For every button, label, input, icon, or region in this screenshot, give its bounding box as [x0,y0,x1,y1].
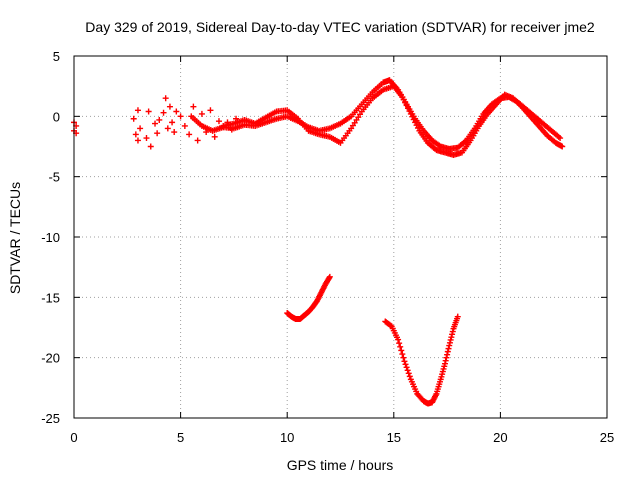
y-axis-label: SDTVAR / TECUs [7,182,23,294]
scatter-arc-low-2 [382,313,461,407]
data-point [145,108,152,115]
data-point [169,119,176,126]
scatter-cluster-early [71,95,240,150]
y-tick-label: -20 [41,351,60,366]
data-point [190,103,197,110]
data-point [445,345,452,352]
data-point [198,110,205,117]
data-point [137,125,144,132]
data-point [402,361,409,368]
data-point [403,364,410,371]
plot-border [73,55,608,419]
data-point [444,348,451,355]
data-point [398,347,405,354]
data-point [441,360,448,367]
data-point [399,351,406,358]
data-point [181,122,188,129]
x-tick-label: 15 [387,430,401,445]
data-point [177,113,184,120]
data-point [449,328,456,335]
data-point [143,135,150,142]
data-point [186,131,193,138]
data-point [164,125,171,132]
chart-title: Day 329 of 2019, Sidereal Day-to-day VTE… [85,19,595,35]
data-point [130,115,137,122]
data-point [404,367,411,374]
data-point [557,135,564,142]
scatter-trace-a [188,77,564,152]
data-point [326,275,333,282]
data-point [134,107,141,114]
data-point [448,334,455,341]
data-point [449,331,456,338]
data-point [405,370,412,377]
data-point [211,133,218,140]
data-point [326,273,333,280]
data-point [396,340,403,347]
data-point [173,108,180,115]
y-tick-label: 5 [53,49,60,64]
scatter-arc-low-1 [284,273,333,323]
data-point [443,354,450,361]
data-point [397,343,404,350]
x-tick-label: 25 [600,430,614,445]
x-axis-label: GPS time / hours [287,457,394,473]
data-point [156,116,163,123]
data-point [446,339,453,346]
data-point [134,137,141,144]
y-tick-label: -25 [41,411,60,426]
data-point [215,118,222,125]
data-point [147,143,154,150]
data-point [446,342,453,349]
data-point [444,351,451,358]
data-point [406,373,413,380]
y-tick-label: -10 [41,230,60,245]
data-point [166,103,173,110]
data-point [203,129,210,136]
data-point [194,137,201,144]
x-tick-label: 0 [70,430,77,445]
data-point [400,354,407,361]
x-tick-label: 5 [177,430,184,445]
scatter-trace-b [220,83,566,158]
data-point [152,120,159,127]
data-point [171,129,178,136]
plot-data [71,77,566,407]
data-point [207,107,214,114]
data-point [132,131,139,138]
y-tick-label: -5 [48,170,60,185]
data-point [454,313,461,320]
y-tick-label: -15 [41,290,60,305]
data-point [401,358,408,365]
x-tick-label: 10 [280,430,294,445]
data-point [162,95,169,102]
y-tick-label: 0 [53,109,60,124]
data-point [387,322,394,329]
data-point [154,130,161,137]
data-point [160,109,167,116]
data-point [395,336,402,343]
data-point [559,143,566,150]
grid [74,56,607,418]
x-tick-label: 20 [493,430,507,445]
data-point [442,357,449,364]
data-point [447,336,454,343]
